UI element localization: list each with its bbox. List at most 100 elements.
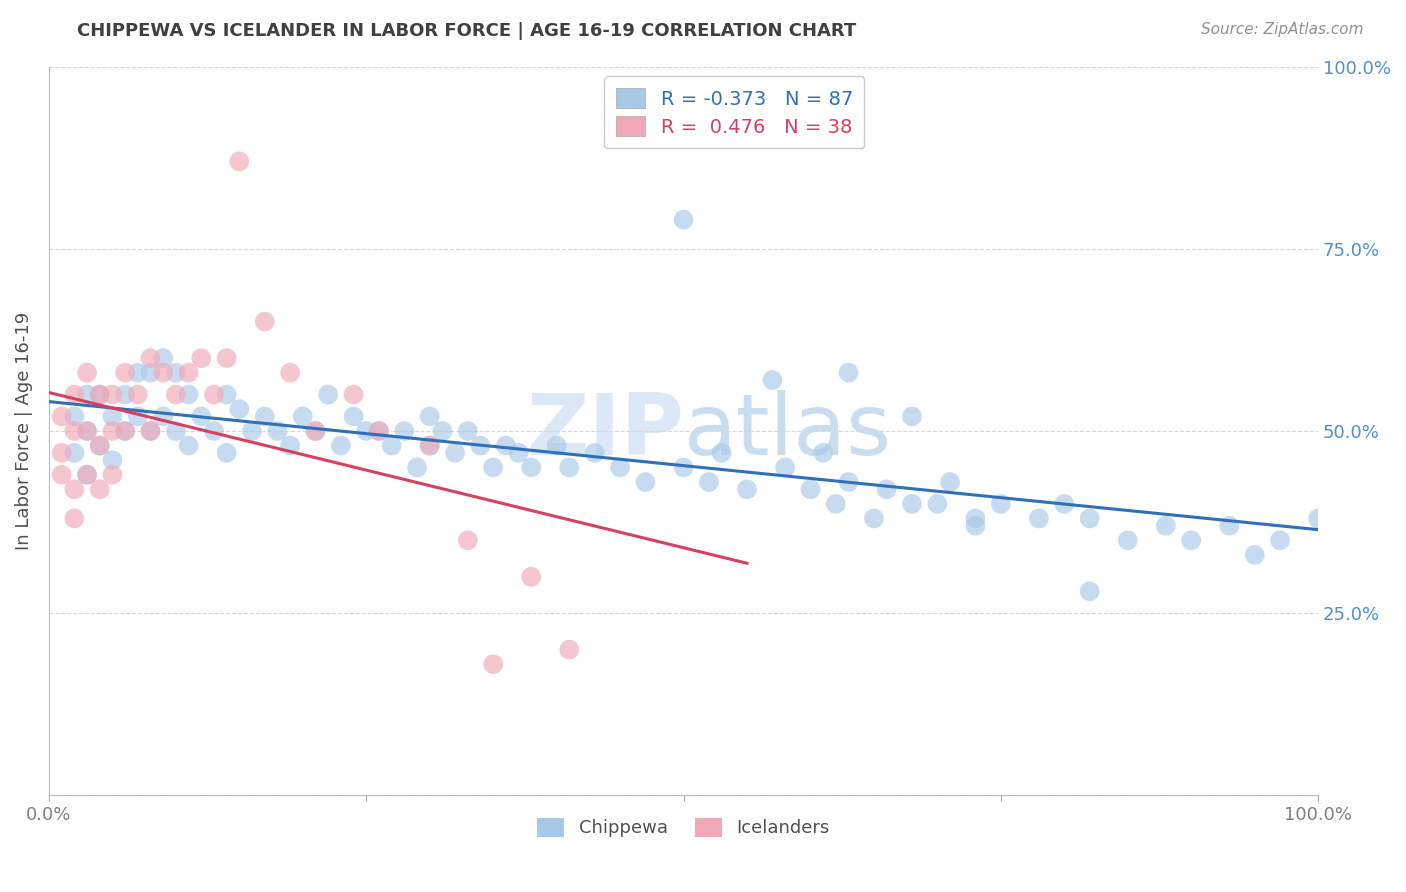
Point: [990, 497, 1012, 511]
Point: [583, 446, 606, 460]
Point: [177, 387, 200, 401]
Point: [329, 439, 352, 453]
Point: [342, 409, 364, 424]
Point: [558, 460, 581, 475]
Point: [177, 366, 200, 380]
Point: [1053, 497, 1076, 511]
Point: [101, 467, 124, 482]
Legend: Chippewa, Icelanders: Chippewa, Icelanders: [530, 811, 837, 845]
Point: [824, 497, 846, 511]
Point: [190, 409, 212, 424]
Point: [457, 533, 479, 548]
Point: [291, 409, 314, 424]
Y-axis label: In Labor Force | Age 16-19: In Labor Force | Age 16-19: [15, 312, 32, 550]
Point: [520, 570, 543, 584]
Text: ZIP: ZIP: [526, 390, 683, 473]
Point: [101, 387, 124, 401]
Point: [165, 424, 187, 438]
Point: [63, 424, 86, 438]
Point: [965, 511, 987, 525]
Point: [51, 409, 73, 424]
Point: [139, 424, 162, 438]
Point: [63, 483, 86, 497]
Point: [190, 351, 212, 365]
Point: [1308, 511, 1330, 525]
Point: [89, 387, 111, 401]
Point: [1116, 533, 1139, 548]
Point: [1078, 511, 1101, 525]
Point: [710, 446, 733, 460]
Point: [89, 439, 111, 453]
Point: [342, 387, 364, 401]
Point: [304, 424, 326, 438]
Point: [799, 483, 821, 497]
Point: [101, 424, 124, 438]
Point: [253, 315, 276, 329]
Point: [278, 366, 301, 380]
Point: [1078, 584, 1101, 599]
Point: [127, 409, 149, 424]
Point: [1268, 533, 1291, 548]
Point: [139, 424, 162, 438]
Point: [228, 154, 250, 169]
Point: [863, 511, 886, 525]
Point: [672, 212, 695, 227]
Point: [177, 439, 200, 453]
Point: [101, 409, 124, 424]
Point: [901, 409, 924, 424]
Point: [76, 467, 98, 482]
Point: [444, 446, 467, 460]
Point: [697, 475, 720, 489]
Point: [634, 475, 657, 489]
Point: [215, 387, 238, 401]
Point: [89, 387, 111, 401]
Point: [266, 424, 288, 438]
Point: [495, 439, 517, 453]
Point: [520, 460, 543, 475]
Point: [114, 424, 136, 438]
Point: [152, 409, 174, 424]
Point: [228, 402, 250, 417]
Point: [406, 460, 429, 475]
Point: [1180, 533, 1202, 548]
Point: [470, 439, 492, 453]
Point: [381, 439, 404, 453]
Point: [253, 409, 276, 424]
Point: [939, 475, 962, 489]
Point: [89, 483, 111, 497]
Point: [1218, 518, 1240, 533]
Point: [215, 351, 238, 365]
Point: [316, 387, 339, 401]
Point: [811, 446, 834, 460]
Point: [558, 642, 581, 657]
Point: [304, 424, 326, 438]
Point: [368, 424, 391, 438]
Point: [127, 387, 149, 401]
Point: [1028, 511, 1050, 525]
Point: [927, 497, 949, 511]
Point: [1243, 548, 1265, 562]
Point: [51, 467, 73, 482]
Point: [152, 351, 174, 365]
Point: [901, 497, 924, 511]
Point: [202, 387, 225, 401]
Point: [76, 366, 98, 380]
Point: [838, 475, 860, 489]
Point: [419, 409, 441, 424]
Point: [508, 446, 530, 460]
Point: [965, 518, 987, 533]
Point: [165, 366, 187, 380]
Point: [114, 387, 136, 401]
Point: [368, 424, 391, 438]
Point: [101, 453, 124, 467]
Point: [672, 460, 695, 475]
Point: [838, 366, 860, 380]
Point: [773, 460, 796, 475]
Point: [215, 446, 238, 460]
Point: [735, 483, 758, 497]
Point: [89, 439, 111, 453]
Point: [419, 439, 441, 453]
Text: CHIPPEWA VS ICELANDER IN LABOR FORCE | AGE 16-19 CORRELATION CHART: CHIPPEWA VS ICELANDER IN LABOR FORCE | A…: [77, 22, 856, 40]
Point: [63, 387, 86, 401]
Point: [876, 483, 898, 497]
